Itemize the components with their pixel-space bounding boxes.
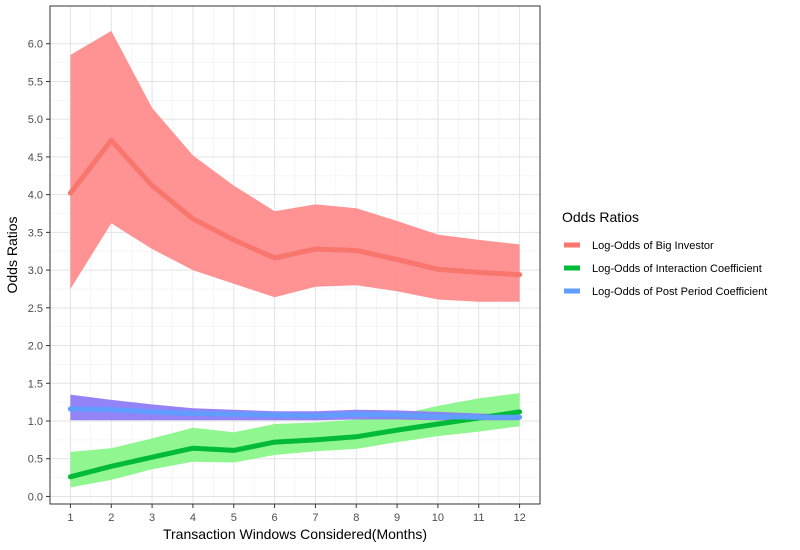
series-line [67, 406, 523, 420]
x-tick-label: 6 [272, 512, 278, 524]
x-tick-label: 7 [312, 512, 318, 524]
y-tick-label: 1.0 [28, 416, 43, 428]
series-lines [67, 137, 523, 480]
y-tick-label: 4.5 [28, 152, 43, 164]
x-tick-label: 9 [394, 512, 400, 524]
y-tick-label: 2.0 [28, 341, 43, 353]
plot-border [49, 5, 541, 505]
y-tick-label: 0.5 [28, 454, 43, 466]
y-tick-label: 0.0 [28, 491, 43, 503]
y-tick-label: 3.0 [28, 265, 43, 277]
y-tick-label: 5.0 [28, 114, 43, 126]
confidence-band [70, 30, 520, 302]
y-tick-label: 4.0 [28, 190, 43, 202]
y-tick-label: 2.5 [28, 303, 43, 315]
x-tick-label: 2 [108, 512, 114, 524]
x-tick-label: 1 [67, 512, 73, 524]
y-tick-label: 1.5 [28, 378, 43, 390]
series-line [67, 137, 523, 278]
x-tick-label: 10 [432, 512, 444, 524]
legend-label: Log-Odds of Post Period Coefficient [592, 286, 767, 298]
y-tick-label: 3.5 [28, 227, 43, 239]
y-axis: 0.0 0.5 1.0 1.5 2.0 2.5 3.0 3.5 4.0 4.5 5.0 5.5 6.0 [28, 39, 50, 503]
x-tick-label: 5 [231, 512, 237, 524]
x-tick-label: 3 [149, 512, 155, 524]
y-axis-title: Odds Ratios [4, 216, 20, 293]
x-tick-label: 4 [190, 512, 196, 524]
legend: Odds Ratios Log-Odds of Big Investor Log-… [562, 209, 767, 299]
x-tick-label: 11 [473, 512, 484, 524]
legend-label: Log-Odds of Interaction Coefficient [592, 263, 762, 275]
x-tick-label: 12 [513, 512, 525, 524]
legend-title: Odds Ratios [562, 209, 639, 225]
x-axis: 1 2 3 4 5 6 7 8 9 10 11 12 [67, 504, 526, 524]
x-tick-label: 8 [353, 512, 359, 524]
legend-label: Log-Odds of Big Investor [592, 240, 714, 252]
y-tick-label: 6.0 [28, 39, 43, 51]
x-axis-title: Transaction Windows Considered(Months) [163, 526, 427, 542]
series-line [67, 409, 523, 480]
y-tick-label: 5.5 [28, 76, 43, 88]
